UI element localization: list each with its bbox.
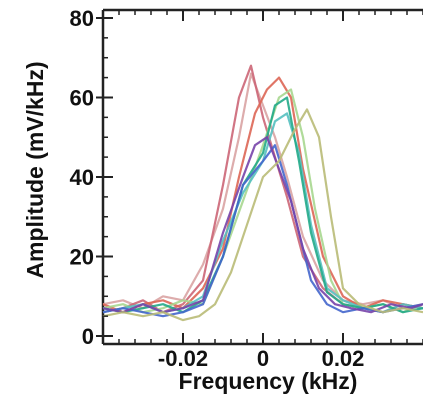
y-tick-label: 20 — [70, 245, 94, 270]
x-tick-label: 0.02 — [322, 346, 365, 371]
x-tick-label: -0.02 — [158, 346, 208, 371]
y-axis-label: Amplitude (mV/kHz) — [22, 61, 48, 278]
series-group — [102, 64, 423, 322]
x-tick-label: 0 — [257, 346, 269, 371]
series-line-1 — [102, 72, 423, 310]
series-line-8 — [102, 136, 423, 314]
series-line-4 — [102, 88, 423, 314]
y-tick-label: 60 — [70, 85, 94, 110]
series-line-6 — [102, 96, 423, 314]
x-axis-label: Frequency (kHz) — [179, 368, 358, 394]
y-tick-label: 80 — [70, 6, 94, 31]
series-line-7 — [102, 144, 423, 318]
series-line-9 — [102, 108, 423, 322]
tick-labels-group: -0.02 0 0.02 0 20 40 60 80 — [70, 6, 365, 371]
ticks-group — [96, 10, 423, 344]
y-tick-label: 0 — [82, 324, 94, 349]
y-tick-label: 40 — [70, 165, 94, 190]
